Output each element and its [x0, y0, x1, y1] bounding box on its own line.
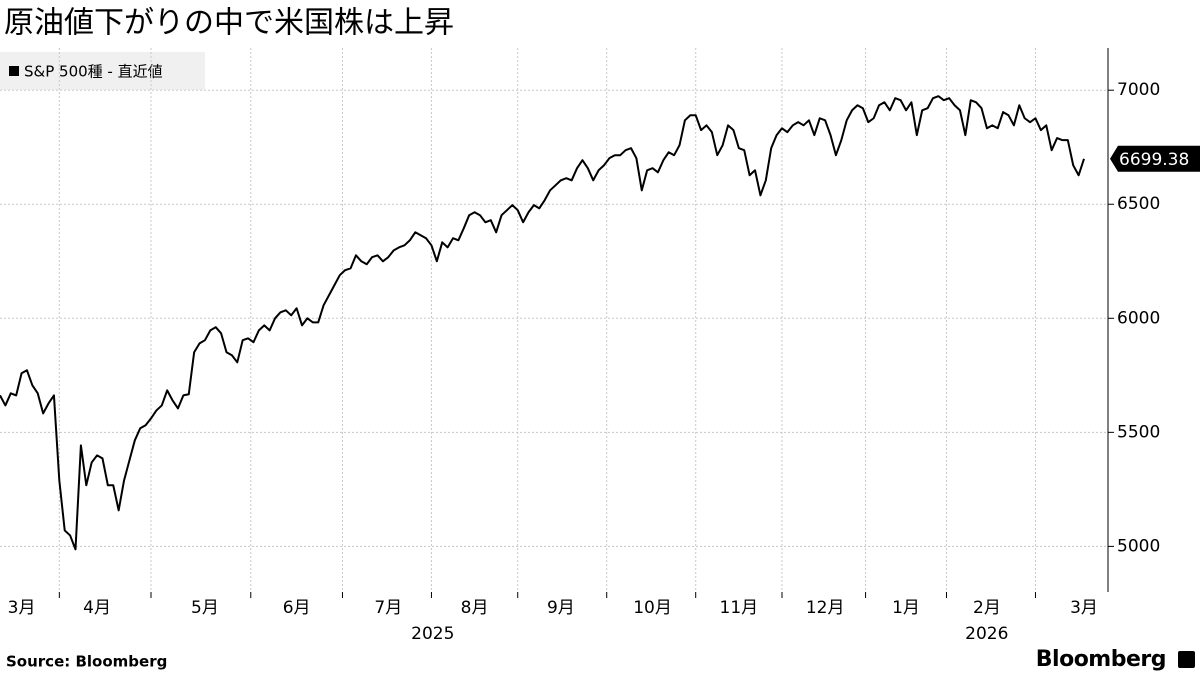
source: Source: Bloomberg [6, 653, 167, 671]
y-tick-label: 5000 [1117, 536, 1160, 556]
x-tick-label: 6月 [283, 598, 311, 618]
x-tick-label: 8月 [461, 598, 489, 618]
y-tick-label: 6500 [1117, 194, 1160, 214]
chart-title: 原油値下がりの中で米国株は上昇 [4, 6, 454, 41]
legend-box [0, 52, 205, 90]
x-tick-label: 12月 [806, 598, 845, 618]
x-year-label: 2025 [411, 624, 454, 644]
y-tick-label: 6000 [1117, 308, 1160, 328]
brand-logo: Bloomberg [1036, 647, 1166, 672]
x-tick-label: 5月 [191, 598, 219, 618]
legend-label: S&P 500種 - 直近値 [24, 63, 163, 81]
x-tick-label: 2月 [973, 598, 1001, 618]
last-value-tag [1110, 145, 1200, 172]
x-tick-label: 1月 [892, 598, 920, 618]
x-tick-label: 9月 [547, 598, 575, 618]
y-tick-label: 7000 [1117, 80, 1160, 100]
x-tick-label: 7月 [374, 598, 402, 618]
legend-swatch [9, 66, 19, 76]
y-tick-label: 5500 [1117, 422, 1160, 442]
x-year-label: 2026 [965, 624, 1008, 644]
x-tick-label: 10月 [633, 598, 672, 618]
x-tick-label: 4月 [83, 598, 111, 618]
line-series [0, 95, 1085, 551]
x-tick-label: 3月 [1070, 598, 1098, 618]
x-tick-label: 11月 [720, 598, 759, 618]
x-tick-label: 3月 [8, 598, 36, 618]
brand-icon [1178, 651, 1195, 668]
last-value-label: 6699.38 [1119, 150, 1189, 170]
